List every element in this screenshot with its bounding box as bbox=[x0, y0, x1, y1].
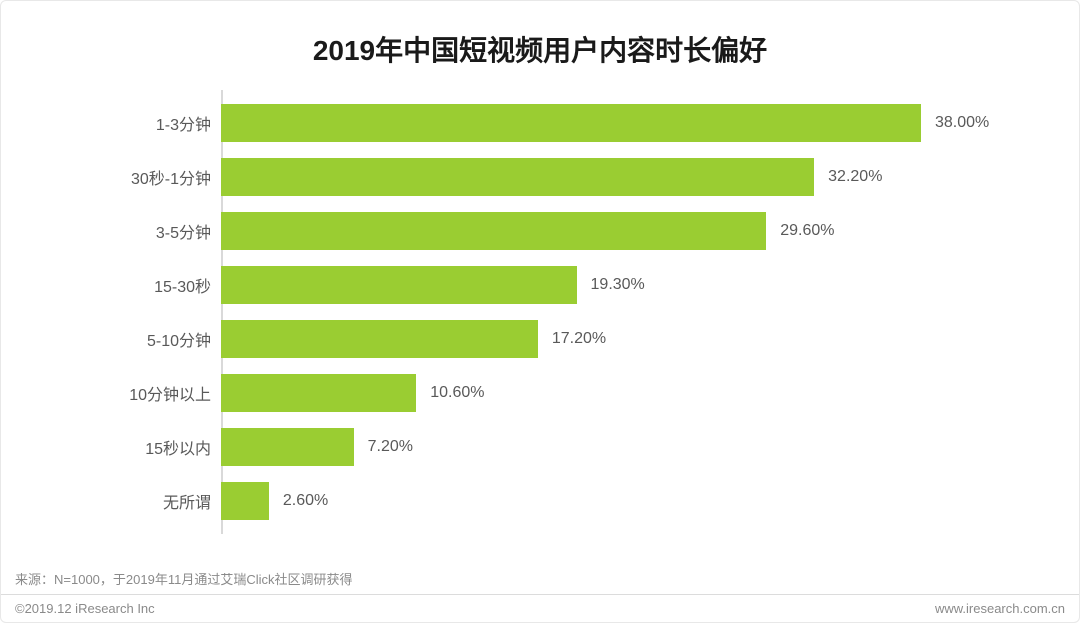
value-label: 2.60% bbox=[283, 492, 328, 510]
bar-row: 3-5分钟 29.60% bbox=[101, 212, 1001, 250]
category-label: 无所谓 bbox=[101, 489, 221, 513]
category-label: 30秒-1分钟 bbox=[101, 165, 221, 189]
value-label: 29.60% bbox=[780, 222, 834, 240]
bar bbox=[221, 482, 269, 520]
bar-wrap: 2.60% bbox=[221, 482, 1001, 520]
bar-wrap: 32.20% bbox=[221, 158, 1001, 196]
bar-row: 无所谓 2.60% bbox=[101, 482, 1001, 520]
value-label: 7.20% bbox=[368, 438, 413, 456]
value-label: 17.20% bbox=[552, 330, 606, 348]
value-label: 19.30% bbox=[591, 276, 645, 294]
bar-row: 15秒以内 7.20% bbox=[101, 428, 1001, 466]
bar-wrap: 10.60% bbox=[221, 374, 1001, 412]
bar bbox=[221, 266, 577, 304]
bar-wrap: 7.20% bbox=[221, 428, 1001, 466]
bar-row: 10分钟以上 10.60% bbox=[101, 374, 1001, 412]
bar bbox=[221, 374, 416, 412]
bar-wrap: 17.20% bbox=[221, 320, 1001, 358]
copyright-text: ©2019.12 iResearch Inc bbox=[15, 601, 155, 616]
bar-row: 30秒-1分钟 32.20% bbox=[101, 158, 1001, 196]
category-label: 3-5分钟 bbox=[101, 219, 221, 243]
bar bbox=[221, 212, 766, 250]
chart-title: 2019年中国短视频用户内容时长偏好 bbox=[1, 1, 1079, 69]
source-note: 来源：N=1000，于2019年11月通过艾瑞Click社区调研获得 bbox=[15, 569, 352, 588]
website-link: www.iresearch.com.cn bbox=[935, 601, 1065, 616]
bar bbox=[221, 158, 814, 196]
category-label: 15-30秒 bbox=[101, 273, 221, 297]
value-label: 32.20% bbox=[828, 168, 882, 186]
category-label: 5-10分钟 bbox=[101, 327, 221, 351]
category-label: 1-3分钟 bbox=[101, 111, 221, 135]
category-label: 15秒以内 bbox=[101, 435, 221, 459]
bar-wrap: 38.00% bbox=[221, 104, 1001, 142]
value-label: 38.00% bbox=[935, 114, 989, 132]
category-label: 10分钟以上 bbox=[101, 381, 221, 405]
y-axis-line bbox=[221, 90, 223, 534]
chart-container: 2019年中国短视频用户内容时长偏好 1-3分钟 38.00% 30秒-1分钟 32.… bbox=[0, 0, 1080, 623]
bar-wrap: 19.30% bbox=[221, 266, 1001, 304]
bar-row: 1-3分钟 38.00% bbox=[101, 104, 1001, 142]
bar bbox=[221, 104, 921, 142]
value-label: 10.60% bbox=[430, 384, 484, 402]
bar-row: 5-10分钟 17.20% bbox=[101, 320, 1001, 358]
chart-area: 1-3分钟 38.00% 30秒-1分钟 32.20% 3-5分钟 29.60% 15-30… bbox=[101, 96, 1001, 528]
bar bbox=[221, 320, 538, 358]
bar bbox=[221, 428, 354, 466]
bar-row: 15-30秒 19.30% bbox=[101, 266, 1001, 304]
footer: ©2019.12 iResearch Inc www.iresearch.com… bbox=[1, 594, 1079, 622]
bar-wrap: 29.60% bbox=[221, 212, 1001, 250]
